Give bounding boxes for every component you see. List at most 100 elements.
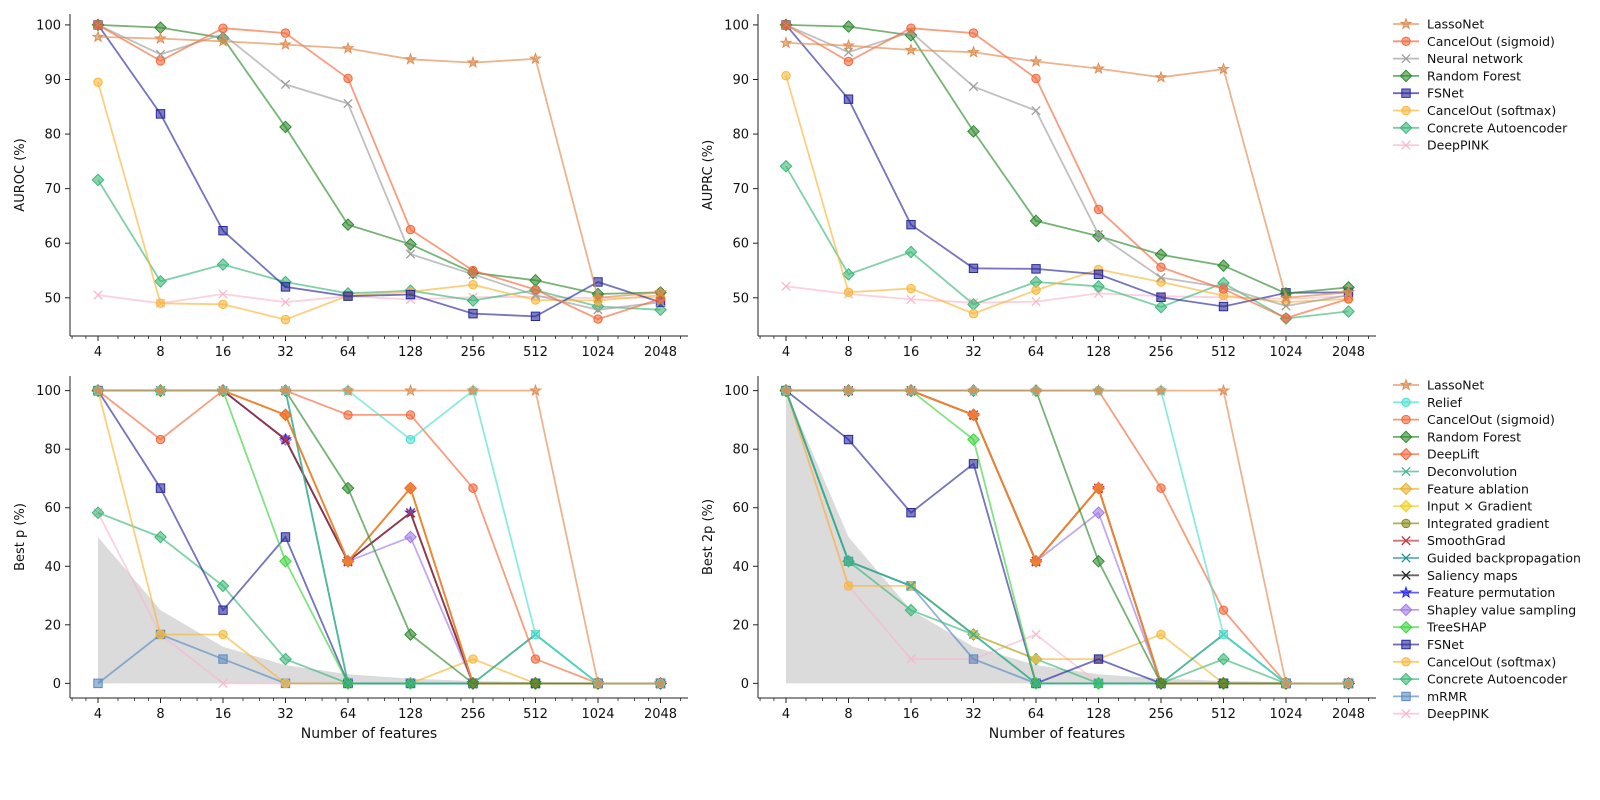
data-point bbox=[529, 676, 542, 690]
legend-item-cancelout-sigmoid: CancelOut (sigmoid) bbox=[1393, 412, 1555, 427]
y-tick-label: 70 bbox=[44, 182, 61, 197]
data-point bbox=[466, 55, 480, 69]
data-point bbox=[1342, 676, 1355, 689]
data-point bbox=[341, 218, 355, 232]
series-cancelout-softmax bbox=[93, 77, 666, 325]
legend-item-deeppink: DeepPINK bbox=[1393, 138, 1490, 153]
data-point bbox=[280, 678, 291, 689]
data-point bbox=[843, 56, 854, 67]
data-point bbox=[341, 554, 355, 568]
data-point bbox=[466, 383, 480, 397]
data-point bbox=[155, 56, 166, 66]
data-point bbox=[405, 410, 416, 420]
data-point bbox=[405, 224, 416, 235]
data-point bbox=[842, 38, 855, 52]
legend-item-feature-permutation: Feature permutation bbox=[1393, 585, 1555, 600]
data-point bbox=[968, 308, 979, 319]
y-tick-label: 50 bbox=[44, 291, 61, 306]
y-tick-label: 40 bbox=[732, 560, 749, 575]
x-tick-label: 512 bbox=[1211, 707, 1236, 722]
legend-label: Random Forest bbox=[1427, 68, 1521, 83]
legend-label: DeepPINK bbox=[1427, 138, 1490, 153]
data-point bbox=[341, 41, 355, 54]
data-point bbox=[1156, 629, 1166, 640]
data-point bbox=[468, 308, 478, 319]
legend-marker bbox=[1401, 105, 1411, 116]
chart-best_2p: 0 20 40 60 80 100 4 8 16 32 64 128 256 512 1024 2048 Bes… bbox=[701, 376, 1376, 742]
legend-item-cancelout-sigmoid: CancelOut (sigmoid) bbox=[1393, 34, 1555, 49]
data-point bbox=[466, 294, 480, 307]
legend-item-concrete-autoencoder: Concrete Autoencoder bbox=[1393, 120, 1568, 135]
series-random-forest bbox=[779, 18, 1355, 300]
x-tick-label: 512 bbox=[1211, 345, 1236, 360]
data-point bbox=[1218, 605, 1229, 615]
legend-item-integrated-gradient: Integrated gradient bbox=[1393, 516, 1549, 531]
legend-item-lassonet: LassoNet bbox=[1393, 378, 1484, 393]
legend-label: Shapley value sampling bbox=[1427, 602, 1576, 617]
x-tick-label: 128 bbox=[398, 707, 423, 722]
data-point bbox=[1156, 262, 1166, 272]
legend-marker bbox=[1401, 691, 1411, 702]
data-point bbox=[781, 70, 791, 81]
legend-label: CancelOut (softmax) bbox=[1427, 103, 1556, 118]
legend-item-deconvolution: Deconvolution bbox=[1393, 464, 1517, 479]
series-cancelout-sigmoid bbox=[781, 20, 1354, 323]
legend-marker bbox=[1399, 121, 1413, 135]
data-point bbox=[1154, 70, 1168, 83]
data-point bbox=[343, 98, 353, 109]
legend-marker bbox=[1401, 536, 1411, 546]
y-tick-label: 80 bbox=[732, 443, 749, 458]
data-point bbox=[218, 678, 228, 689]
data-point bbox=[468, 265, 478, 276]
data-point bbox=[843, 434, 854, 445]
legend-marker bbox=[1399, 482, 1413, 496]
x-tick-label: 2048 bbox=[644, 345, 677, 360]
data-point bbox=[843, 94, 854, 104]
legend-marker bbox=[1401, 553, 1411, 563]
series-line bbox=[785, 75, 1349, 315]
data-point bbox=[1156, 272, 1166, 283]
data-point bbox=[1342, 305, 1355, 318]
legend-label: LassoNet bbox=[1427, 17, 1484, 32]
legend-marker bbox=[1399, 69, 1413, 83]
y-axis-label: Best 2p (%) bbox=[701, 499, 716, 575]
data-point bbox=[279, 554, 292, 568]
legend-label: Input × Gradient bbox=[1427, 499, 1532, 514]
data-point bbox=[530, 284, 541, 295]
legend-label: LassoNet bbox=[1427, 378, 1484, 393]
legend-marker bbox=[1401, 53, 1411, 64]
x-axis-label: Number of features bbox=[989, 726, 1125, 742]
data-point bbox=[1154, 383, 1168, 397]
data-point bbox=[1029, 54, 1043, 67]
data-point bbox=[1218, 284, 1229, 294]
data-point bbox=[1279, 676, 1293, 689]
series-cancelout-softmax bbox=[781, 70, 1354, 319]
data-point bbox=[341, 481, 355, 495]
data-point bbox=[1092, 481, 1105, 495]
legend-label: Integrated gradient bbox=[1427, 516, 1549, 531]
x-tick-label: 256 bbox=[1149, 707, 1174, 722]
data-point bbox=[218, 225, 228, 236]
data-point bbox=[405, 508, 416, 518]
data-point bbox=[280, 28, 291, 38]
data-point bbox=[1093, 288, 1104, 299]
data-point bbox=[906, 581, 916, 591]
series-line bbox=[785, 42, 1349, 299]
legend-item-guided-backpropagation: Guided backpropagation bbox=[1393, 551, 1581, 566]
data-point bbox=[1279, 291, 1293, 304]
legend-label: Guided backpropagation bbox=[1427, 551, 1581, 566]
legend-item-cancelout-softmax: CancelOut (softmax) bbox=[1393, 654, 1556, 669]
data-point bbox=[155, 109, 166, 119]
legend-label: DeepLift bbox=[1427, 447, 1480, 462]
data-point bbox=[404, 237, 417, 251]
data-point bbox=[843, 287, 854, 298]
x-tick-label: 64 bbox=[340, 707, 357, 722]
x-tick-label: 16 bbox=[903, 345, 920, 360]
data-point bbox=[93, 20, 103, 30]
legend-marker bbox=[1399, 447, 1413, 461]
data-point bbox=[280, 79, 291, 90]
data-point bbox=[1092, 279, 1105, 293]
legend-item-deeppink: DeepPINK bbox=[1393, 706, 1490, 721]
data-point bbox=[1217, 383, 1230, 397]
legend-item-deeplift: DeepLift bbox=[1393, 447, 1480, 462]
